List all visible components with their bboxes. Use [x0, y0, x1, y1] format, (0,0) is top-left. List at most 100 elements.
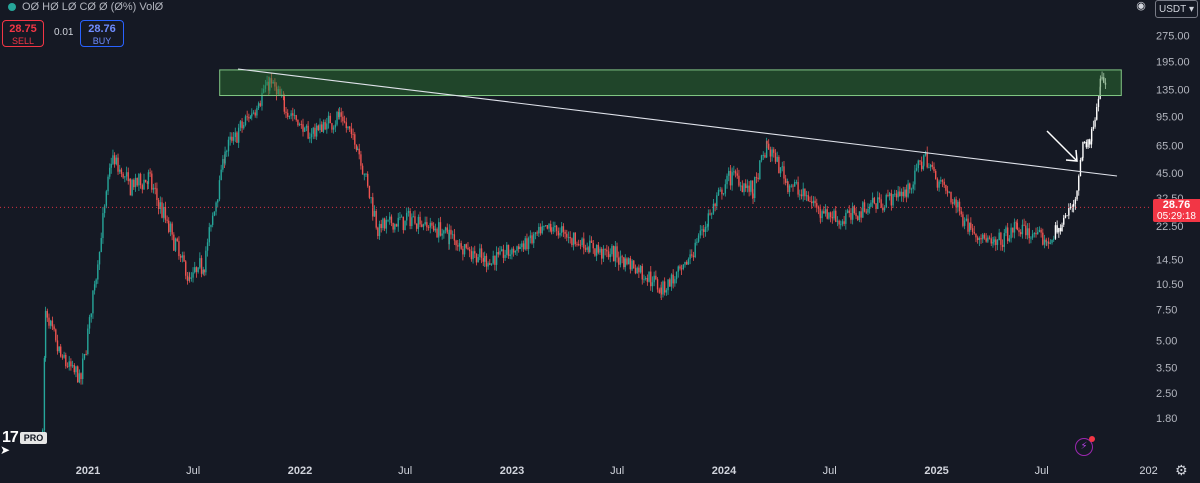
candle-body — [392, 222, 394, 230]
candle-body — [802, 188, 804, 197]
candle-body — [788, 185, 791, 193]
x-tick-label: 2025 — [924, 465, 948, 477]
gear-icon[interactable]: ⚙ — [1175, 462, 1188, 478]
candle-body — [145, 179, 147, 183]
candle-body — [197, 267, 199, 272]
candle-body — [674, 279, 676, 284]
candle-body — [509, 254, 511, 256]
candle-body — [978, 238, 981, 240]
candle-body — [694, 242, 696, 258]
sell-label: SELL — [11, 36, 35, 46]
candle-body — [103, 205, 106, 214]
x-tick-label: Jul — [823, 465, 837, 477]
candle-body — [731, 172, 733, 174]
candle-body — [66, 366, 69, 367]
candle-body — [897, 191, 899, 198]
candle-body — [1099, 87, 1101, 99]
eye-icon[interactable]: ◉ — [1136, 0, 1146, 12]
candle-body — [1012, 227, 1014, 233]
candle-body — [443, 230, 445, 234]
candle-body — [421, 224, 423, 227]
currency-selector[interactable]: USDT ▾ — [1155, 0, 1198, 18]
candle-body — [497, 252, 500, 255]
candle-body — [965, 218, 968, 221]
candle-body — [743, 183, 745, 193]
candle-body — [272, 81, 274, 84]
candle-body — [424, 222, 426, 225]
sell-button[interactable]: 28.75 SELL — [2, 20, 44, 47]
candle-body — [867, 208, 869, 213]
candle-body — [268, 81, 270, 91]
candle-body — [651, 282, 654, 287]
candle-body — [257, 103, 260, 109]
candle-body — [100, 238, 102, 253]
arrow-head-icon — [1065, 149, 1078, 162]
candle-body — [599, 248, 601, 253]
candle-body — [716, 195, 718, 207]
candle-body — [287, 112, 289, 117]
candle-body — [501, 249, 503, 252]
candle-body — [279, 89, 281, 96]
candle-body — [327, 115, 330, 124]
candle-body — [828, 212, 830, 219]
candle-body — [940, 180, 942, 182]
candle-body — [203, 269, 205, 273]
candle-body — [592, 242, 594, 249]
candle-body — [46, 310, 48, 318]
candle-body — [1000, 232, 1002, 245]
candle-body — [762, 155, 764, 156]
candle-body — [566, 233, 568, 238]
candle-body — [960, 211, 962, 215]
candle-body — [409, 211, 411, 227]
candle-body — [146, 182, 149, 184]
candle-body — [431, 222, 433, 226]
candle-body — [350, 128, 353, 135]
candle-body — [298, 124, 301, 126]
candle-body — [368, 185, 371, 198]
candle-body — [370, 197, 372, 199]
candle-body — [992, 241, 994, 244]
candle-body — [151, 173, 153, 190]
candle-body — [746, 185, 749, 189]
candle-body — [259, 103, 261, 106]
candle-body — [850, 213, 852, 220]
candle-body — [502, 249, 505, 258]
buy-button[interactable]: 28.76 BUY — [80, 20, 124, 47]
candle-body — [168, 220, 170, 232]
candle-body — [741, 185, 744, 193]
candle-body — [703, 229, 705, 232]
resistance-zone — [219, 69, 1122, 97]
candle-body — [529, 235, 532, 239]
candle-body — [533, 234, 535, 244]
candle-body — [1097, 98, 1100, 108]
candle-body — [1083, 141, 1086, 143]
candle-body — [274, 81, 276, 87]
candle-body — [394, 224, 396, 230]
candle-body — [211, 215, 214, 225]
candle-body — [80, 373, 82, 380]
candle-body — [905, 189, 908, 197]
candle-body — [888, 193, 891, 196]
x-tick-label: 2023 — [500, 465, 524, 477]
candle-body — [766, 141, 768, 144]
candle-body — [536, 232, 538, 234]
candle-body — [1068, 207, 1070, 216]
candle-body — [338, 112, 340, 118]
candle-body — [873, 197, 876, 204]
candle-body — [429, 222, 431, 228]
candle-body — [375, 211, 377, 228]
candle-body — [658, 289, 660, 293]
candle-body — [557, 230, 559, 236]
flash-icon[interactable]: ⚡ — [1075, 436, 1095, 456]
candle-body — [407, 211, 410, 213]
candle-body — [783, 166, 785, 179]
candle-body — [887, 194, 889, 196]
candle-body — [524, 238, 526, 250]
candle-body — [467, 247, 469, 250]
candle-body — [243, 124, 245, 129]
spread-value: 0.01 — [54, 27, 74, 38]
y-tick-label: 22.50 — [1156, 221, 1184, 233]
candle-body — [914, 170, 916, 185]
tradingview-logo[interactable]: 17 PRO — [2, 429, 48, 446]
